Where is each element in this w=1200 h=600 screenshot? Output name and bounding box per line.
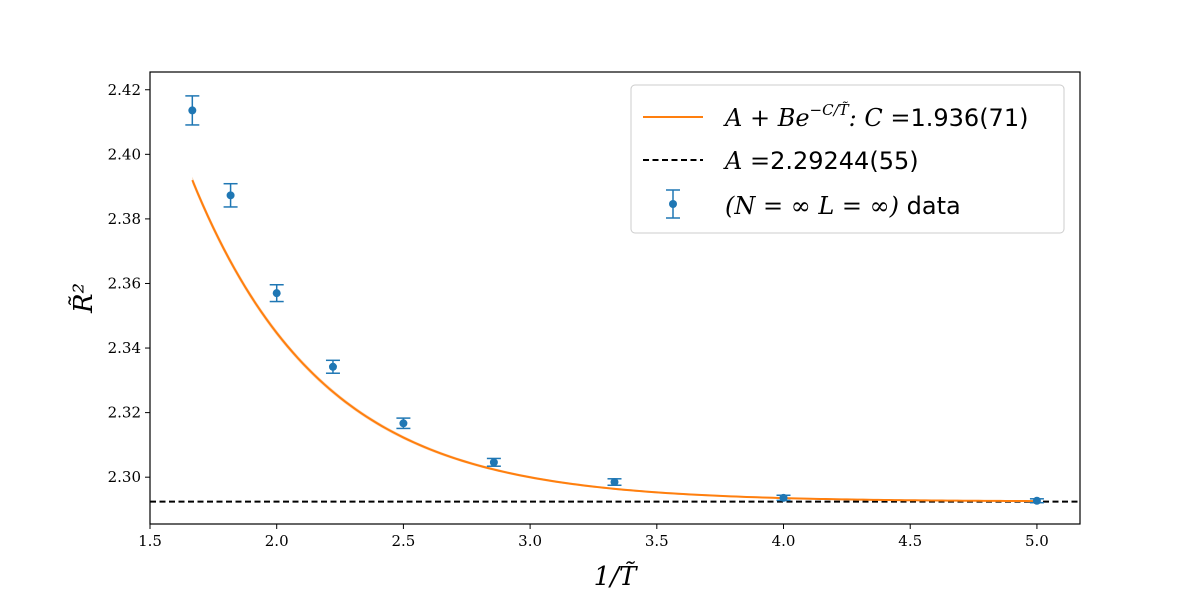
plot-area <box>150 95 1080 505</box>
x-tick-label: 1.5 <box>138 532 162 550</box>
x-tick-label: 4.5 <box>898 532 922 550</box>
data-marker <box>610 478 619 487</box>
data-marker <box>399 419 408 428</box>
y-tick-label: 2.42 <box>108 81 141 99</box>
legend-data-swatch <box>666 189 680 219</box>
legend-data-math: (N = ∞ L = ∞) <box>725 192 899 220</box>
plot-series <box>150 95 1080 505</box>
legend-data-text: data <box>899 192 961 220</box>
x-axis-label: 1/T̃ <box>594 561 638 592</box>
y-tick-label: 2.32 <box>108 404 141 422</box>
legend-data-label: (N = ∞ L = ∞) data <box>725 192 961 220</box>
y-tick-label: 2.38 <box>108 210 141 228</box>
legend-frame <box>630 84 1065 234</box>
data-point <box>1029 496 1044 505</box>
axes-frame <box>149 71 1081 525</box>
data-marker <box>489 458 498 467</box>
x-tick-label: 2.5 <box>391 532 415 550</box>
y-tick-label: 2.34 <box>108 339 141 357</box>
y-tick-label: 2.30 <box>108 468 141 486</box>
x-tick-label: 3.0 <box>518 532 542 550</box>
axis-ticks: 1.5 2.0 2.5 3.0 3.5 4.0 4.5 5.0 2.30 2.32 2.34 2.36… <box>108 81 1049 550</box>
legend-fit-exponent: −C/T̃ <box>810 101 850 119</box>
data-marker <box>328 362 337 371</box>
y-axis-label: R̃² <box>68 283 99 314</box>
data-point <box>185 95 200 126</box>
data-point <box>486 457 501 467</box>
data-marker <box>779 493 788 502</box>
data-point <box>607 478 622 487</box>
legend-fit-mid: : C = <box>849 104 911 132</box>
data-marker <box>188 106 197 115</box>
legend: A + Be−C/T̃: C =1.936(71) A =2.29244(55)… <box>630 84 1065 234</box>
y-tick-label: 2.36 <box>108 274 141 292</box>
legend-hline-label: A =2.29244(55) <box>723 147 919 175</box>
x-tick-label: 3.5 <box>645 532 669 550</box>
fit-curve <box>191 179 1037 503</box>
data-marker <box>1032 496 1041 505</box>
legend-hline-prefix: A = <box>723 147 770 175</box>
data-point <box>776 493 791 502</box>
data-point <box>269 284 284 303</box>
legend-data-marker <box>669 200 677 208</box>
data-marker <box>226 191 235 200</box>
data-marker <box>272 289 281 298</box>
y-tick-label: 2.40 <box>108 145 141 163</box>
legend-fit-prefix: A + Be <box>723 104 810 132</box>
legend-fit-label: A + Be−C/T̃: C =1.936(71) <box>723 101 1028 132</box>
x-tick-label: 2.0 <box>265 532 289 550</box>
x-tick-label: 5.0 <box>1025 532 1049 550</box>
data-point <box>396 417 411 430</box>
x-tick-label: 4.0 <box>772 532 796 550</box>
data-point <box>223 182 238 208</box>
legend-hline-value: 2.29244(55) <box>770 147 919 175</box>
legend-fit-value: 1.936(71) <box>910 104 1028 132</box>
data-point <box>325 359 340 374</box>
